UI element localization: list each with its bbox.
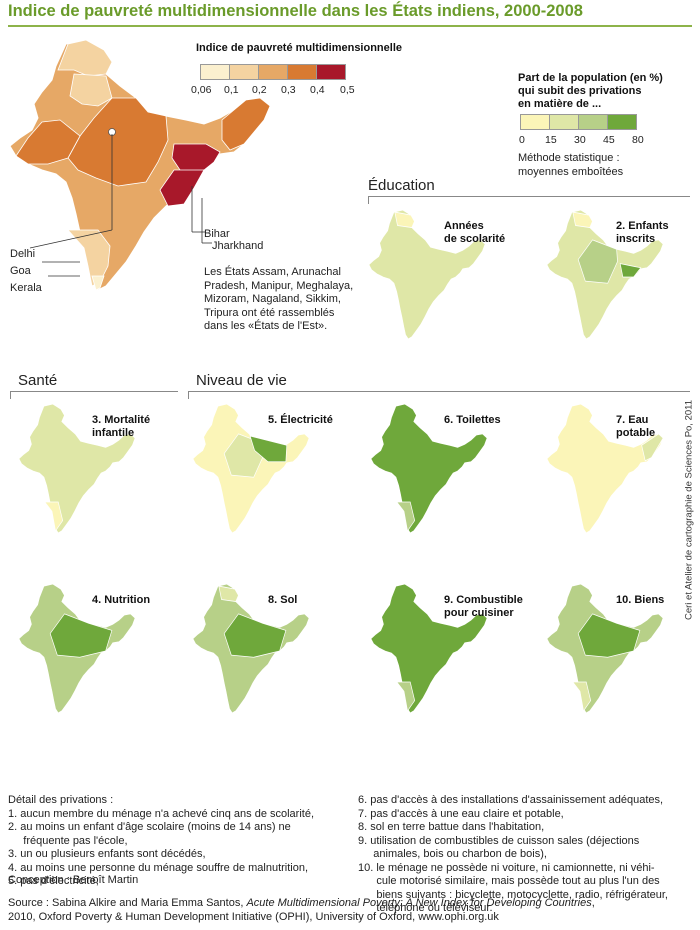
section-niveau-rule bbox=[188, 391, 690, 392]
share-tick: 0 bbox=[519, 134, 525, 146]
section-education-rule bbox=[368, 196, 690, 197]
map-enrolled bbox=[546, 209, 664, 340]
mpi-swatch-5 bbox=[316, 64, 346, 80]
map-label-fuel: 9. Combustible pour cuisiner bbox=[444, 594, 523, 619]
share-legend bbox=[520, 114, 640, 130]
share-swatch-2 bbox=[549, 114, 579, 130]
map-label-mortality: 3. Mortalité infantile bbox=[92, 414, 151, 439]
map-electricity bbox=[192, 403, 310, 534]
section-tick bbox=[368, 196, 369, 204]
share-swatch-4 bbox=[607, 114, 637, 130]
east-states-note: Les États Assam, Arunachal Pradesh, Mani… bbox=[204, 266, 354, 332]
mpi-legend bbox=[200, 64, 346, 80]
map-label-toilets: 6. Toilettes bbox=[444, 414, 501, 426]
section-tick bbox=[10, 391, 11, 399]
map-nutrition bbox=[18, 583, 136, 714]
mpi-swatch-2 bbox=[229, 64, 259, 80]
map-label-enrolled: 2. Enfants inscrits bbox=[616, 220, 669, 245]
notes-right: 6. pas d'accès à des installations d'ass… bbox=[358, 794, 668, 914]
map-water bbox=[546, 403, 664, 534]
share-swatch-3 bbox=[578, 114, 608, 130]
section-niveau-title: Niveau de vie bbox=[196, 372, 287, 389]
map-label-electricity: 5. Électricité bbox=[268, 414, 333, 426]
title-divider bbox=[8, 25, 692, 27]
mpi-main-map bbox=[9, 39, 271, 291]
share-swatch-1 bbox=[520, 114, 550, 130]
share-legend-title: Part de la population (en %) qui subit d… bbox=[518, 72, 663, 110]
map-label-floor: 8. Sol bbox=[268, 594, 298, 606]
mpi-tick: 0,2 bbox=[252, 84, 267, 96]
conception-credit: Conception : Benoît Martin bbox=[8, 874, 139, 886]
mpi-swatch-4 bbox=[287, 64, 317, 80]
mpi-tick: 0,3 bbox=[281, 84, 296, 96]
notes-left: Détail des privations : 1. aucun membre … bbox=[8, 794, 315, 887]
section-education-title: Éducation bbox=[368, 177, 435, 194]
page-title: Indice de pauvreté multidimensionnelle d… bbox=[8, 2, 583, 20]
map-label-nutrition: 4. Nutrition bbox=[92, 594, 151, 606]
callout-goa: Goa bbox=[10, 265, 31, 277]
map-mortality bbox=[18, 403, 136, 534]
method-note: Méthode statistique : moyennes emboîtées bbox=[518, 152, 624, 178]
map-label-assets: 10. Biens bbox=[616, 594, 665, 606]
mpi-swatch-3 bbox=[258, 64, 288, 80]
map-assets bbox=[546, 583, 664, 714]
map-fuel bbox=[370, 583, 488, 714]
section-sante-rule bbox=[10, 391, 178, 392]
mpi-legend-title: Indice de pauvreté multidimensionnelle bbox=[196, 42, 402, 54]
map-toilets bbox=[370, 403, 488, 534]
mpi-swatch-1 bbox=[200, 64, 230, 80]
map-education-years bbox=[368, 209, 486, 340]
map-label-education-years: Années de scolarité bbox=[444, 220, 506, 245]
map-label-water: 7. Eau potable bbox=[616, 414, 656, 439]
callout-delhi: Delhi bbox=[10, 248, 36, 260]
section-tick bbox=[188, 391, 189, 399]
share-tick: 15 bbox=[545, 134, 557, 146]
share-tick: 80 bbox=[632, 134, 644, 146]
share-tick: 45 bbox=[603, 134, 615, 146]
callout-bihar: Bihar bbox=[204, 228, 230, 240]
callout-kerala: Kerala bbox=[10, 282, 42, 294]
mpi-tick: 0,4 bbox=[310, 84, 325, 96]
map-floor bbox=[192, 583, 310, 714]
credit-vertical: Ceri et Atelier de cartographie de Scien… bbox=[683, 399, 695, 621]
share-tick: 30 bbox=[574, 134, 586, 146]
mpi-tick: 0,1 bbox=[224, 84, 239, 96]
source-credit: Source : Sabina Alkire and Maria Emma Sa… bbox=[8, 897, 595, 923]
callout-jharkhand: Jharkhand bbox=[212, 240, 264, 252]
mpi-tick: 0,06 bbox=[191, 84, 212, 96]
section-sante-title: Santé bbox=[18, 372, 58, 389]
mpi-tick: 0,5 bbox=[340, 84, 355, 96]
